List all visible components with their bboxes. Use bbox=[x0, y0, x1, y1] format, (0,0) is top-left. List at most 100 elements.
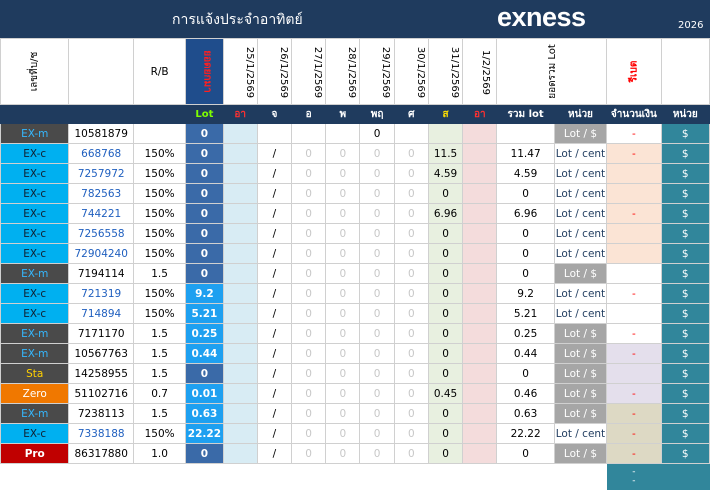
account-number[interactable]: 7238113 bbox=[68, 403, 134, 424]
account-number[interactable]: 7257972 bbox=[68, 163, 134, 184]
amount-cell[interactable]: - bbox=[606, 203, 662, 224]
lot-value: 0.01 bbox=[185, 383, 224, 404]
rebate-header: รีเบต bbox=[606, 38, 662, 105]
amount-cell[interactable] bbox=[606, 363, 662, 384]
amount-cell[interactable]: - bbox=[606, 323, 662, 344]
account-number[interactable]: 10567763 bbox=[68, 343, 134, 364]
footer-blank bbox=[132, 463, 187, 490]
day-cell: 0 bbox=[393, 343, 429, 364]
account-number[interactable]: 86317880 bbox=[68, 443, 134, 464]
rb-value: 150% bbox=[132, 223, 187, 244]
table-row: Zero 51102716 0.7 0.01/0 0 0 0 0.45 0.46 Lot / $ -… bbox=[0, 383, 710, 404]
account-number[interactable]: 721319 bbox=[68, 283, 134, 304]
account-number[interactable]: 72904240 bbox=[68, 243, 134, 264]
amount-cell[interactable] bbox=[606, 223, 662, 244]
account-number[interactable]: 7171170 bbox=[68, 323, 134, 344]
account-number[interactable]: 714894 bbox=[68, 303, 134, 324]
day-cell-sat: 0 bbox=[427, 343, 464, 364]
date-header: 29/1/2569 bbox=[359, 38, 395, 105]
day-cell: 0 bbox=[325, 243, 361, 264]
unit-cell: Lot / $ bbox=[553, 443, 608, 464]
amount-cell[interactable] bbox=[606, 263, 662, 284]
table-row: EX-c 7338188 150% 22.22/0 0 0 0 0 22.22 Lot / cen… bbox=[0, 423, 710, 444]
table-row: EX-c 744221 150% 0/0 0 0 0 6.96 6.96 Lot / cent - $ bbox=[0, 203, 710, 224]
amount-cell[interactable]: - bbox=[606, 383, 662, 404]
lot-value: 0 bbox=[185, 243, 224, 264]
amount-cell[interactable]: - bbox=[606, 123, 662, 144]
day-cell: 0 bbox=[359, 203, 395, 224]
day-cell: 0 bbox=[393, 363, 429, 384]
day-cell: 0 bbox=[290, 443, 327, 464]
total-lot: 11.47 bbox=[496, 143, 555, 164]
day-cell bbox=[222, 403, 258, 424]
account-number[interactable]: 51102716 bbox=[68, 383, 134, 404]
amount-cell[interactable]: - bbox=[606, 423, 662, 444]
lot-value: 0 bbox=[185, 203, 224, 224]
currency-cell: $ bbox=[660, 343, 710, 364]
account-type: EX-c bbox=[0, 423, 70, 444]
day-slash: / bbox=[256, 243, 293, 264]
account-number[interactable]: 782563 bbox=[68, 183, 134, 204]
day-slash: / bbox=[256, 323, 293, 344]
total-lot: 4.59 bbox=[496, 163, 555, 184]
unit-cell: Lot / $ bbox=[553, 263, 608, 284]
amount-cell[interactable]: - bbox=[606, 143, 662, 164]
footer-blank bbox=[325, 463, 361, 490]
day-cell bbox=[222, 423, 258, 444]
amount-cell[interactable]: - bbox=[606, 403, 662, 424]
day-cell: 0 bbox=[290, 223, 327, 244]
day-cell: 0 bbox=[290, 263, 327, 284]
account-number[interactable]: 668768 bbox=[68, 143, 134, 164]
account-type: EX-c bbox=[0, 183, 70, 204]
weekly-report-table: เลขที่บ/ช R/B ยอดยกมา 25/1/2569 26/1/256… bbox=[0, 38, 710, 490]
currency-cell: $ bbox=[660, 403, 710, 424]
day-cell: 0 bbox=[290, 323, 327, 344]
day-slash: / bbox=[256, 403, 293, 424]
amount-cell[interactable]: - bbox=[606, 343, 662, 364]
currency-cell: $ bbox=[660, 443, 710, 464]
day-cell: 0 bbox=[393, 223, 429, 244]
account-header: เลขที่บ/ช bbox=[0, 38, 70, 105]
day-cell bbox=[222, 143, 258, 164]
total-lot: 0 bbox=[496, 443, 555, 464]
account-number[interactable]: 7194114 bbox=[68, 263, 134, 284]
currency-cell: $ bbox=[660, 283, 710, 304]
amount-cell[interactable] bbox=[606, 243, 662, 264]
footer-blank bbox=[462, 463, 498, 490]
footer-blank bbox=[553, 463, 608, 490]
account-number[interactable]: 7338188 bbox=[68, 423, 134, 444]
account-number[interactable]: 14258955 bbox=[68, 363, 134, 384]
day-cell-sat: 0 bbox=[427, 363, 464, 384]
day-cell: 0 bbox=[359, 303, 395, 324]
amount-cell[interactable]: - bbox=[606, 443, 662, 464]
day-cell: 0 bbox=[290, 243, 327, 264]
day-cell bbox=[222, 343, 258, 364]
day-slash: / bbox=[256, 363, 293, 384]
table-row: EX-m 10581879 0 0 Lot / $ - $ bbox=[0, 123, 710, 144]
day-cell: 0 bbox=[325, 263, 361, 284]
amount-cell[interactable] bbox=[606, 183, 662, 204]
day-cell: 0 bbox=[359, 123, 395, 144]
total-lot: 0.46 bbox=[496, 383, 555, 404]
day-cell: 0 bbox=[359, 163, 395, 184]
day-cell: 0 bbox=[325, 283, 361, 304]
day-cell: 0 bbox=[359, 403, 395, 424]
account-number[interactable]: 10581879 bbox=[68, 123, 134, 144]
account-type: EX-c bbox=[0, 163, 70, 184]
day-slash: / bbox=[256, 343, 293, 364]
unit-cell: Lot / $ bbox=[553, 323, 608, 344]
currency-cell: $ bbox=[660, 363, 710, 384]
table-row: EX-c 7256558 150% 0/0 0 0 0 0 0 Lot / cent $ bbox=[0, 223, 710, 244]
lot-value: 0 bbox=[185, 143, 224, 164]
amount-cell[interactable] bbox=[606, 163, 662, 184]
subheader-row: Lot อา จ อ พ พฤ ศ ส อา รวม lot หน่วย จำน… bbox=[0, 104, 710, 124]
account-number[interactable]: 744221 bbox=[68, 203, 134, 224]
rb-value: 1.5 bbox=[132, 323, 187, 344]
account-number[interactable]: 7256558 bbox=[68, 223, 134, 244]
amount-cell[interactable] bbox=[606, 303, 662, 324]
day-cell-sat: 6.96 bbox=[427, 203, 464, 224]
sub-total: รวม lot bbox=[496, 104, 555, 124]
day-cell-sun bbox=[462, 323, 498, 344]
amount-cell[interactable]: - bbox=[606, 283, 662, 304]
day-cell bbox=[393, 123, 429, 144]
